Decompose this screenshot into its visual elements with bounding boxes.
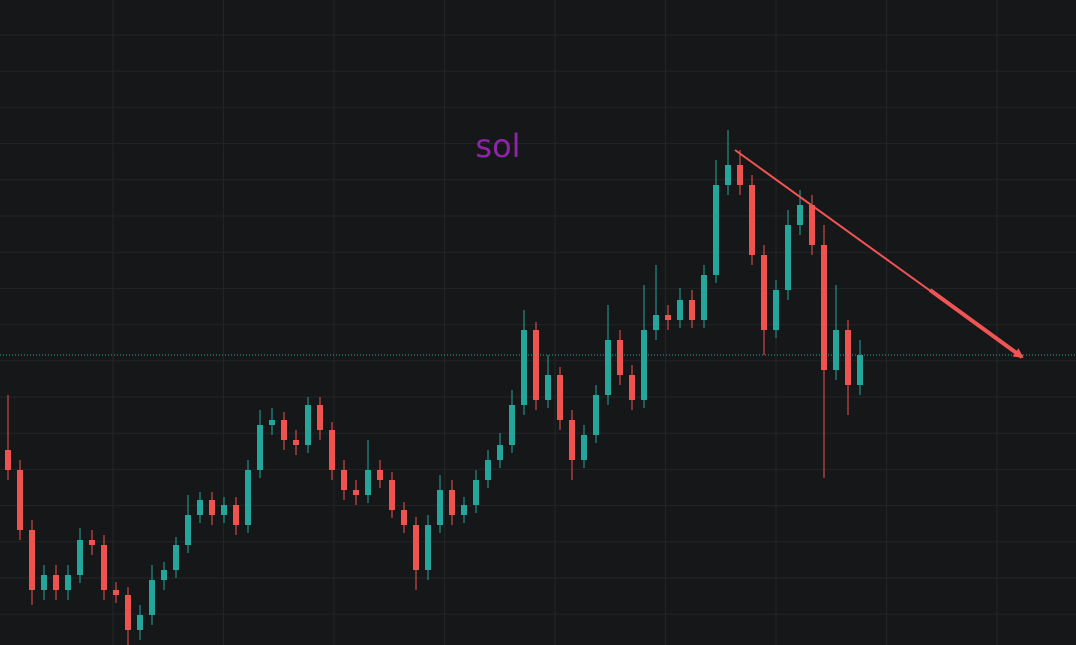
candle-body [449,490,455,515]
candle-body [725,165,731,185]
candle-body [149,580,155,615]
candle-body [737,165,743,185]
candle-body [209,500,215,515]
candle-body [689,300,695,320]
candle-body [377,470,383,480]
candle-body [629,375,635,400]
candle-body [257,425,263,470]
candle-body [509,405,515,445]
candle-body [161,570,167,580]
candle-body [53,575,59,590]
candle-body [245,470,251,525]
trend-arrow [928,288,1024,359]
candles [0,130,1076,645]
candle-body [5,450,11,470]
candle-body [137,615,143,630]
candle-body [77,540,83,575]
candle-body [485,460,491,480]
candle-body [545,375,551,400]
candle-body [797,205,803,225]
candle-body [389,480,395,510]
candle-body [677,300,683,320]
candle-body [845,330,851,385]
candle-body [281,420,287,440]
candle-body [329,430,335,470]
candle-body [773,290,779,330]
candle-body [473,480,479,505]
candle-body [173,545,179,570]
candle-body [269,420,275,425]
candle-body [317,405,323,430]
candle-body [761,255,767,330]
candle-body [581,435,587,460]
candle-body [221,505,227,515]
candle-body [89,540,95,545]
candle-body [665,315,671,320]
candle-body [461,505,467,515]
candle-body [29,530,35,590]
candle-body [821,245,827,370]
candle-body [617,340,623,375]
candle-body [197,500,203,515]
candle-body [425,525,431,570]
candle-body [365,470,371,495]
candle-body [785,225,791,290]
candle-body [65,575,71,590]
candle-body [557,375,563,420]
candle-body [569,420,575,460]
candle-body [113,590,119,595]
candle-body [605,340,611,395]
candle-body [41,575,47,590]
candle-body [341,470,347,490]
candle-body [533,330,539,400]
candle-body [125,595,131,630]
candle-body [749,185,755,255]
candle-body [857,355,863,385]
candle-body [641,330,647,400]
candle-body [713,185,719,275]
candle-body [653,315,659,330]
candle-body [293,440,299,445]
candle-body [413,525,419,570]
candle-body [101,545,107,590]
candle-body [497,445,503,460]
annotation: sol [475,127,520,165]
candle-body [809,205,815,245]
candle-body [833,330,839,370]
candle-body [353,490,359,495]
candle-body [521,330,527,405]
candle-body [437,490,443,525]
candle-body [185,515,191,545]
candle-body [233,505,239,525]
candle-body [401,510,407,525]
candle-body [701,275,707,320]
candle-body [305,405,311,445]
candle-body [593,395,599,435]
candle-body [17,470,23,530]
